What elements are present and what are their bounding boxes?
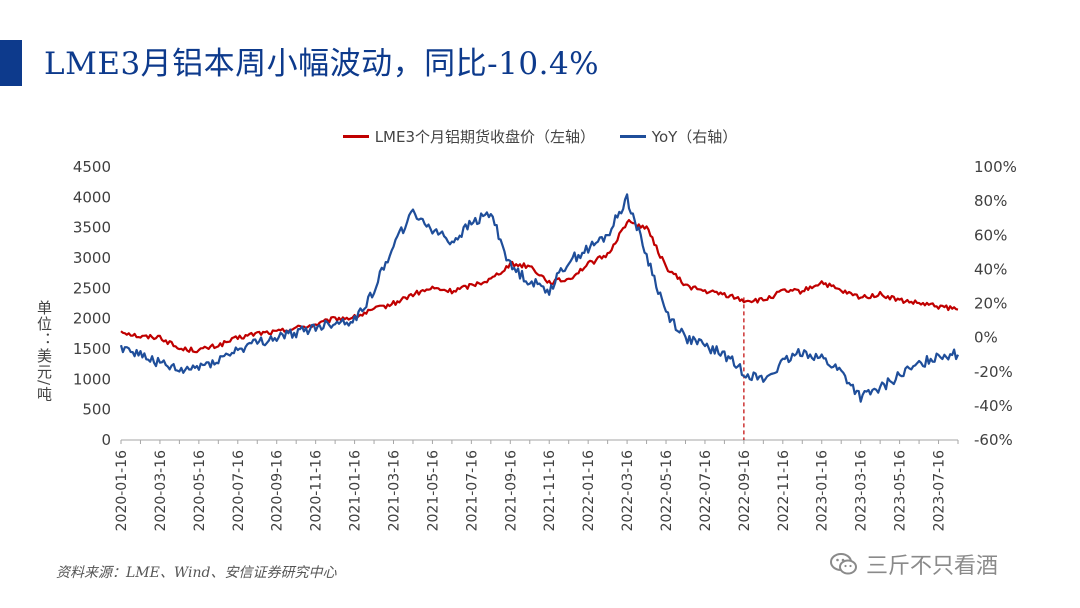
page-title: LME3月铝本周小幅波动，同比-10.4%: [44, 46, 600, 82]
x-tick-label: 2020-07-16: [231, 450, 247, 531]
x-tick-label: 2021-09-16: [503, 450, 519, 531]
wechat-icon: [830, 552, 858, 582]
x-tick-label: 2020-01-16: [114, 450, 130, 531]
watermark-text: 三斤不只看酒: [866, 554, 999, 579]
chart-legend: LME3个月铝期货收盘价（左轴） YoY（右轴）: [0, 126, 1080, 147]
legend-label-yoy: YoY（右轴）: [651, 128, 738, 146]
x-tick-label: 2022-07-16: [698, 450, 714, 531]
right-tick-label: 60%: [974, 226, 1007, 244]
source-note: 资料来源：LME、Wind、安信证券研究中心: [56, 565, 337, 581]
legend-label-price: LME3个月铝期货收盘价（左轴）: [374, 128, 596, 146]
watermark: 三斤不只看酒: [830, 548, 998, 582]
legend-swatch-price: [342, 135, 369, 138]
left-tick-label: 4000: [73, 188, 111, 206]
x-tick-label: 2022-09-16: [737, 450, 753, 531]
yoy-series-line: [119, 193, 960, 403]
x-tick-label: 2021-05-16: [425, 450, 441, 531]
left-tick-label: 4500: [73, 158, 111, 176]
x-tick-label: 2021-01-16: [348, 450, 364, 531]
left-tick-label: 0: [101, 431, 111, 449]
right-tick-label: -20%: [974, 363, 1013, 381]
right-tick-label: -60%: [974, 431, 1013, 449]
right-tick-label: 20%: [974, 295, 1007, 313]
left-tick-label: 500: [82, 401, 111, 419]
x-tick-label: 2023-07-16: [932, 450, 948, 531]
right-tick-label: 80%: [974, 192, 1007, 210]
left-axis-label: 单位：美元/吨: [35, 300, 53, 403]
left-tick-label: 3500: [73, 219, 111, 237]
x-tick-label: 2023-03-16: [854, 450, 870, 531]
left-tick-label: 1500: [73, 340, 111, 358]
right-tick-label: 0%: [974, 329, 998, 347]
right-tick-label: 40%: [974, 260, 1007, 278]
x-tick-label: 2021-11-16: [542, 450, 558, 531]
x-tick-label: 2022-01-16: [581, 450, 597, 531]
right-tick-label: -40%: [974, 397, 1013, 415]
x-tick-label: 2022-11-16: [776, 450, 792, 531]
legend-swatch-yoy: [619, 135, 646, 138]
left-tick-label: 2500: [73, 279, 111, 297]
left-tick-label: 3000: [73, 249, 111, 267]
x-tick-label: 2021-03-16: [387, 450, 403, 531]
price-series-line: [120, 219, 959, 354]
title-accent-bar: [0, 40, 22, 86]
x-tick-label: 2020-09-16: [270, 450, 286, 531]
x-tick-label: 2020-03-16: [153, 450, 169, 531]
right-tick-label: 100%: [974, 158, 1017, 176]
x-tick-label: 2023-01-16: [815, 450, 831, 531]
x-tick-label: 2022-03-16: [620, 450, 636, 531]
legend-item-yoy: YoY（右轴）: [619, 126, 738, 147]
x-tick-label: 2021-07-16: [464, 450, 480, 531]
left-tick-label: 1000: [73, 370, 111, 388]
x-tick-label: 2023-05-16: [893, 450, 909, 531]
left-tick-label: 2000: [73, 310, 111, 328]
x-tick-label: 2022-05-16: [659, 450, 675, 531]
x-tick-label: 2020-05-16: [192, 450, 208, 531]
x-tick-label: 2020-11-16: [309, 450, 325, 531]
legend-item-price: LME3个月铝期货收盘价（左轴）: [342, 126, 596, 147]
